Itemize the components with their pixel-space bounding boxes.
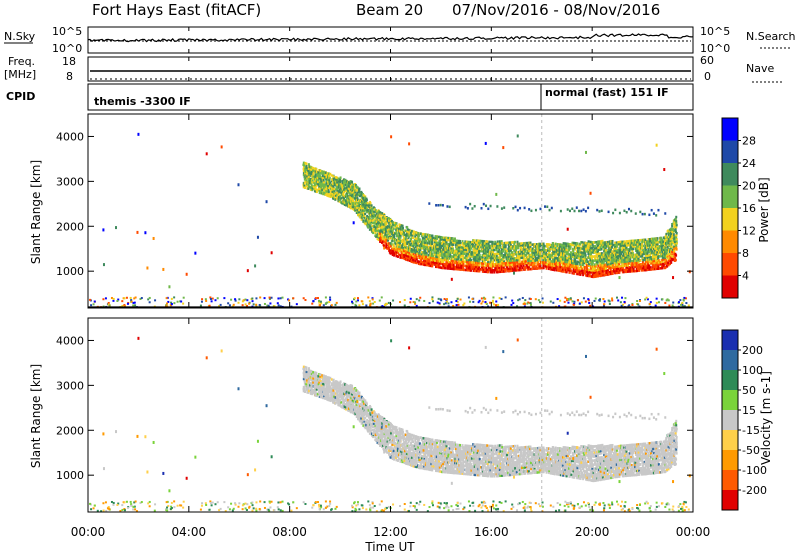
velocity-scatter bbox=[89, 318, 691, 513]
power-colorbar-label: Power [dB] bbox=[757, 177, 771, 242]
ytick-label: 4000 bbox=[56, 130, 84, 143]
velocity-panel: 1000 2000 3000 4000 Slant Range [km] 200 100… bbox=[29, 317, 773, 513]
ytick-label: 3000 bbox=[56, 379, 84, 392]
nave-tick-low: 0 bbox=[704, 70, 711, 83]
nsearch-tick-high: 10^5 bbox=[700, 25, 730, 38]
colorbar-tick-label: 20 bbox=[742, 180, 756, 193]
cpid-segment-1: themis -3300 IF bbox=[94, 95, 191, 108]
ytick-label: 3000 bbox=[56, 175, 84, 188]
ytick-label: 1000 bbox=[56, 265, 84, 278]
time-tick-label: 16:00 bbox=[474, 525, 509, 539]
nsearch-tick-low: 10^0 bbox=[700, 42, 730, 55]
nsearch-label: N.Search bbox=[746, 30, 796, 43]
ytick-label: 2000 bbox=[56, 220, 84, 233]
colorbar-tick-label: 24 bbox=[742, 157, 756, 170]
colorbar-tick-label: 200 bbox=[742, 344, 763, 357]
station-title: Fort Hays East (fitACF) bbox=[92, 1, 261, 19]
time-tick-label: 00:00 bbox=[71, 525, 106, 539]
time-tick-label: 20:00 bbox=[575, 525, 610, 539]
velocity-yaxis: 1000 2000 3000 4000 bbox=[56, 334, 693, 482]
nsky-panel: N.Sky 10^5 10^0 10^5 10^0 N.Search bbox=[4, 25, 796, 55]
colorbar-tick-label: 50 bbox=[742, 384, 756, 397]
freq-label: Freq. bbox=[8, 55, 35, 68]
colorbar-tick-label: -15 bbox=[742, 424, 760, 437]
ytick-label: 4000 bbox=[56, 334, 84, 347]
cpid-segment-2: normal (fast) 151 IF bbox=[545, 86, 669, 99]
ytick-label: 2000 bbox=[56, 424, 84, 437]
freq-tick-high: 18 bbox=[62, 55, 76, 68]
colorbar-tick-label: -200 bbox=[742, 484, 767, 497]
velocity-colorbar: 200 100 50 15 -15 -50 -100 -200 bbox=[721, 329, 767, 511]
colorbar-tick-label: 4 bbox=[742, 270, 749, 283]
colorbar-tick-label: -50 bbox=[742, 444, 760, 457]
colorbar-tick-label: 12 bbox=[742, 225, 756, 238]
time-tick-label: 12:00 bbox=[373, 525, 408, 539]
ytick-label: 1000 bbox=[56, 469, 84, 482]
time-tick-label: 04:00 bbox=[172, 525, 207, 539]
colorbar-tick-label: 28 bbox=[742, 135, 756, 148]
colorbar-tick-label: 8 bbox=[742, 247, 749, 260]
nsky-tick-high: 10^5 bbox=[52, 25, 82, 38]
power-ylabel: Slant Range [km] bbox=[29, 160, 43, 264]
colorbar-tick-label: 15 bbox=[742, 404, 756, 417]
power-panel: 1000 2000 3000 4000 Slant Range [km] 4 8 12 16… bbox=[29, 113, 771, 309]
nave-tick-high: 60 bbox=[700, 54, 714, 67]
colorbar-tick-label: 16 bbox=[742, 202, 756, 215]
power-scatter bbox=[88, 114, 693, 309]
power-yaxis: 1000 2000 3000 4000 bbox=[56, 130, 693, 278]
time-tick-label: 08:00 bbox=[272, 525, 307, 539]
cpid-panel: CPID themis -3300 IF normal (fast) 151 I… bbox=[6, 83, 694, 111]
nave-label: Nave bbox=[746, 62, 774, 75]
velocity-colorbar-label: Velocity [m s-1] bbox=[759, 371, 773, 465]
velocity-ylabel: Slant Range [km] bbox=[29, 364, 43, 468]
power-colorbar: 4 8 12 16 20 24 28 bbox=[721, 117, 756, 299]
colorbar-tick-label: 100 bbox=[742, 364, 763, 377]
nsky-label: N.Sky bbox=[4, 30, 36, 43]
freq-unit: [MHz] bbox=[4, 68, 36, 81]
colorbar-tick-label: -100 bbox=[742, 464, 767, 477]
freq-tick-low: 8 bbox=[66, 70, 73, 83]
nsky-trace bbox=[87, 33, 694, 43]
time-tick-label: 00:00 bbox=[676, 525, 711, 539]
freq-panel: Freq. [MHz] 18 8 60 0 Nave bbox=[4, 54, 782, 83]
date-range: 07/Nov/2016 - 08/Nov/2016 bbox=[452, 1, 660, 19]
nsky-tick-low: 10^0 bbox=[52, 42, 82, 55]
time-axis-label: Time UT bbox=[364, 540, 415, 554]
beam-label: Beam 20 bbox=[356, 1, 423, 19]
cpid-label: CPID bbox=[6, 90, 35, 103]
time-axis: 00:00 04:00 08:00 12:00 16:00 20:00 00:00 bbox=[71, 27, 711, 539]
